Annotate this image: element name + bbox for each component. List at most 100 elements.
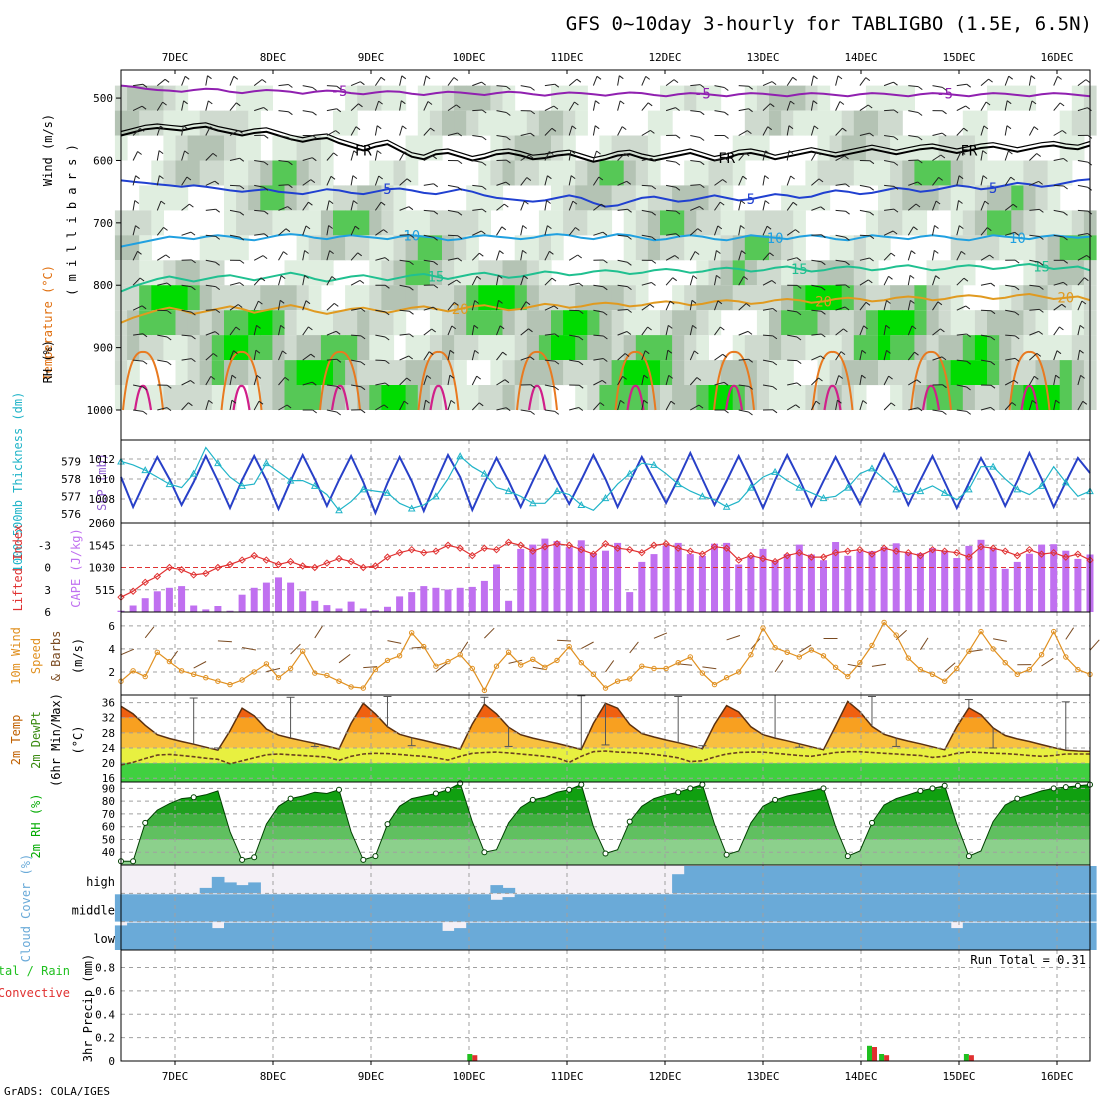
rh-cell [527, 310, 540, 335]
isotherm-label-5: 5 [383, 182, 391, 198]
rh-cell [236, 310, 249, 335]
upper-wind-barb [933, 410, 943, 412]
temp-label-c: (6hr Min/Max) [49, 693, 63, 787]
rh-cell [236, 335, 249, 360]
cape-bar [420, 586, 427, 612]
rh-cell [151, 111, 164, 136]
wind10-barb [194, 662, 206, 669]
rh-cell [830, 111, 843, 136]
cape-bar [493, 565, 500, 613]
rh-cell [781, 86, 794, 111]
cloud-middle-bar [660, 894, 673, 921]
rh-cell [151, 210, 164, 235]
cloud-low-bar [127, 923, 140, 950]
rh-cell [248, 285, 261, 310]
rh-cell [684, 360, 697, 385]
rh-cell [248, 210, 261, 235]
rh2m-point [1015, 796, 1020, 801]
rh-cell [127, 210, 140, 235]
rh-cell [297, 310, 310, 335]
rh-cell [902, 210, 915, 235]
rh-cell [866, 285, 879, 310]
rh-cell [733, 260, 746, 285]
precip-total-bar [867, 1046, 872, 1061]
rh-cell [503, 260, 516, 285]
rh-cell [490, 86, 503, 111]
cloud-middle-bar [188, 894, 201, 921]
rh-cell [285, 335, 298, 360]
cloud-high-bar [902, 866, 915, 893]
rh-cell [769, 310, 782, 335]
cape-bar [1050, 544, 1057, 612]
day-label-bottom: 8DEC [260, 1070, 287, 1083]
rh-cell [999, 360, 1012, 385]
rh-cell [648, 161, 661, 186]
rh-cell [672, 210, 685, 235]
rh-cell [309, 310, 322, 335]
cape-bar [396, 596, 403, 612]
cape-bar [1002, 569, 1009, 612]
cloud-middle-bar [587, 894, 600, 921]
upper-wind-barb [884, 110, 894, 111]
cloud-low-bar [503, 923, 516, 950]
cloud-middle-bar [842, 894, 855, 921]
footer-credit: GrADS: COLA/IGES [4, 1085, 110, 1098]
upper-ytick-label: 800 [93, 279, 113, 292]
rh-cell [285, 360, 298, 385]
rh-cell [672, 385, 685, 410]
rh-cell [163, 161, 176, 186]
rh-cell [527, 161, 540, 186]
cloud-middle-bar [1060, 894, 1073, 921]
rh-cell [757, 385, 770, 410]
rh-cell [200, 385, 213, 410]
cloud-middle-bar [696, 894, 709, 921]
rh-cell [975, 385, 988, 410]
rh-cell [660, 210, 673, 235]
rh-cell [672, 360, 685, 385]
cloud-low-bar [951, 928, 964, 950]
cloud-middle-bar [163, 894, 176, 921]
rh-cell [394, 260, 407, 285]
cloud-low-bar [139, 923, 152, 950]
rh-cell [236, 285, 249, 310]
rh-cell [612, 161, 625, 186]
upper-wind-barb [545, 410, 555, 411]
rh-cell [442, 210, 455, 235]
cloud-low-bar [830, 923, 843, 950]
cloud-middle-bar [636, 894, 649, 921]
rh-cell [745, 111, 758, 136]
rh-cell [285, 310, 298, 335]
rh-cell [1023, 360, 1036, 385]
rh-cell [369, 161, 382, 186]
rh-cell [333, 210, 346, 235]
rh-cell [599, 335, 612, 360]
cloud-low-bar [345, 923, 358, 950]
cloud-middle-bar [478, 894, 491, 921]
rh-cell [624, 310, 637, 335]
rh-cell [587, 161, 600, 186]
rh-cell [1011, 161, 1024, 186]
rh-cell [369, 335, 382, 360]
rh-cell [902, 360, 915, 385]
rh-cell [963, 111, 976, 136]
cloud-high-bar [987, 866, 1000, 893]
cloud-middle-bar [394, 894, 407, 921]
cloud-low-bar [878, 923, 891, 950]
wind10-barb [581, 642, 593, 649]
cape-bar [214, 606, 221, 612]
cloud-low-bar [490, 923, 503, 950]
rh2m-point [191, 795, 196, 800]
cloud-low-bar [224, 923, 237, 950]
rh-cell [490, 335, 503, 360]
cloud-low-bar [406, 923, 419, 950]
rh-cell [357, 235, 370, 260]
rh-cell [224, 210, 237, 235]
rh-cell [987, 86, 1000, 111]
rh-cell [454, 86, 467, 111]
rh-cell [176, 360, 189, 385]
upper-wind-barb-flag [725, 410, 729, 413]
rh-cell [830, 360, 843, 385]
rh-cell [309, 260, 322, 285]
temp-ytick-label: 24 [102, 742, 116, 755]
rh-cell [1072, 310, 1085, 335]
